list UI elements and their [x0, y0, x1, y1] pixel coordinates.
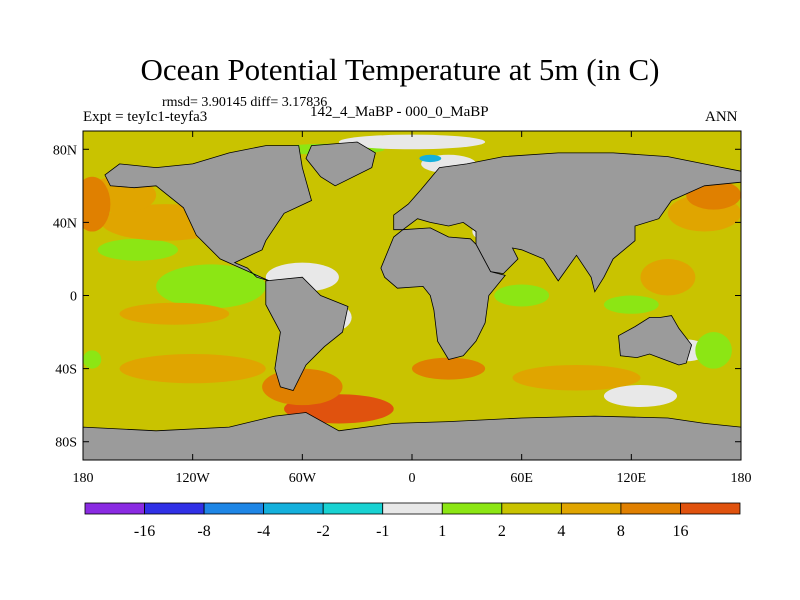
- anomaly-patch-27: [695, 332, 732, 369]
- anomaly-patch-9: [512, 364, 641, 391]
- y-tick-label-1: 40N: [53, 216, 77, 231]
- y-tick-label-4: 80S: [55, 436, 77, 451]
- colorbar-bin-pos8: [620, 502, 681, 515]
- x-tick-label-1: 120W: [176, 471, 211, 486]
- x-tick-label-2: 60W: [289, 471, 317, 486]
- colorbar-label-8: 8: [617, 523, 625, 540]
- anomaly-patch-6: [119, 302, 230, 325]
- land-greenland: [305, 141, 376, 187]
- anomaly-patch-12: [83, 176, 111, 232]
- anomaly-patch-0: [156, 264, 266, 309]
- colorbar-bin-neg1: [322, 502, 384, 515]
- anomaly-patch-26: [603, 385, 678, 407]
- anomaly-patch-31: [603, 295, 659, 314]
- map-plot-area: [83, 131, 741, 460]
- colorbar-label-4: -1: [376, 523, 389, 540]
- colorbar-label-9: 16: [672, 523, 688, 540]
- x-tick-label-3: 0: [409, 471, 416, 486]
- anomaly-patch-22: [419, 154, 442, 163]
- colorbar-label-3: -2: [317, 523, 330, 540]
- land-north-america: [104, 145, 312, 282]
- axis-ticks: 180 120W 60W 0 60E 120E 180 80N 40N 0 40S 80S: [53, 131, 752, 486]
- y-tick-label-2: 0: [70, 290, 77, 305]
- y-tick-label-0: 80N: [53, 143, 77, 158]
- colorbar-bin-pos4: [560, 502, 622, 515]
- anomaly-patch-1: [97, 238, 179, 261]
- chart-title: Ocean Potential Temperature at 5m (in C): [140, 52, 660, 87]
- colorbar-bin-neg16: [84, 502, 145, 515]
- x-tick-label-0: 180: [73, 471, 94, 486]
- anomaly-patch-7: [119, 353, 266, 384]
- anomaly-patch-16: [262, 368, 343, 406]
- x-tick-label-5: 120E: [617, 471, 647, 486]
- colorbar-bin-neg4: [203, 502, 265, 515]
- colorbar-label-6: 2: [498, 523, 506, 540]
- x-tick-label-6: 180: [731, 471, 752, 486]
- colorbar: -16 -8 -4 -2 -1 1 2 4 8 16: [84, 502, 741, 540]
- land-europe-asia: [393, 152, 741, 293]
- land-south-america: [265, 276, 349, 391]
- season-label: ANN: [705, 109, 738, 125]
- colorbar-label-7: 4: [557, 523, 565, 540]
- land-australia: [618, 315, 693, 366]
- colorbar-bin-neg8: [144, 502, 205, 515]
- colorbar-bin-pos1: [441, 502, 503, 515]
- experiment-label: Expt = teyIc1-teyfa3: [83, 109, 208, 125]
- colorbar-label-2: -4: [257, 523, 270, 540]
- x-tick-label-4: 60E: [510, 471, 533, 486]
- land-antarctica: [83, 412, 741, 460]
- colorbar-label-0: -16: [134, 523, 155, 540]
- colorbar-bin-neg2: [263, 502, 324, 515]
- period-label: 142_4_MaBP - 000_0_MaBP: [310, 104, 489, 120]
- colorbar-bin-pos2: [501, 502, 562, 515]
- y-tick-label-3: 40S: [55, 363, 77, 378]
- colorbar-label-5: 1: [438, 523, 446, 540]
- anomaly-patch-20: [338, 134, 486, 150]
- land-africa: [380, 227, 506, 360]
- colorbar-bin-pos16: [680, 502, 741, 515]
- colorbar-bin-zero: [382, 502, 443, 515]
- anomaly-patch-17: [412, 357, 486, 380]
- anomaly-patch-11: [640, 258, 696, 296]
- rmsd-diff-stats: rmsd= 3.90145 diff= 3.17836: [162, 95, 328, 110]
- anomaly-patch-18: [494, 284, 550, 307]
- anomaly-patch-30: [83, 350, 102, 369]
- colorbar-label-1: -8: [197, 523, 210, 540]
